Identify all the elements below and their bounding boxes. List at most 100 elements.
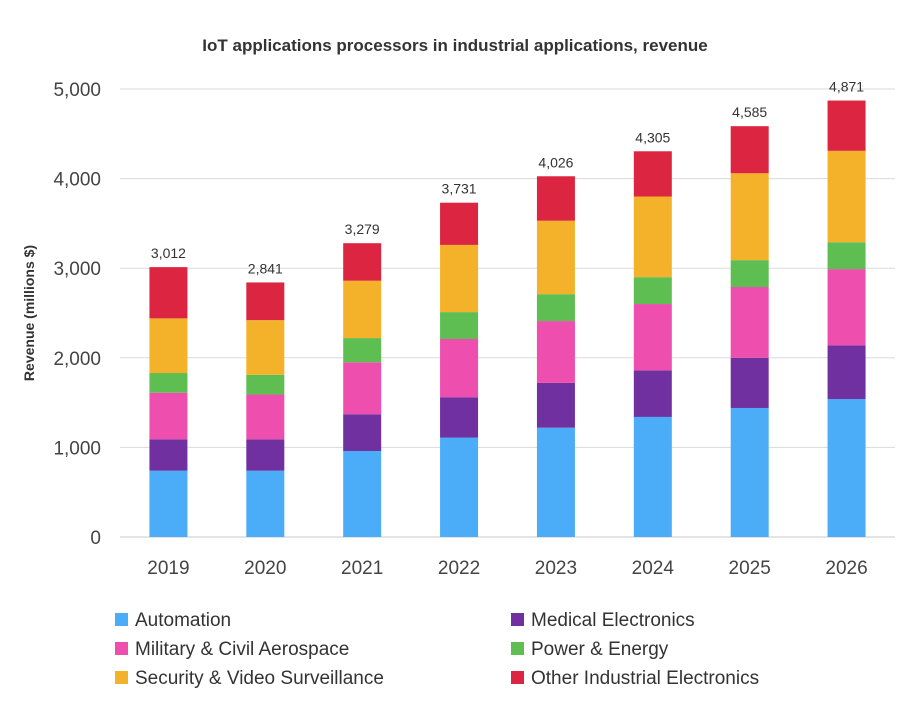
y-tick-label: 1,000 bbox=[53, 438, 101, 459]
bar-stack-2024 bbox=[633, 151, 672, 537]
bar-segment bbox=[633, 196, 672, 278]
legend-label: Other Industrial Electronics bbox=[531, 668, 759, 689]
bar-stack-2026 bbox=[827, 100, 866, 537]
bar-segment bbox=[246, 282, 285, 321]
bar-segment bbox=[440, 202, 479, 245]
y-tick-label: 2,000 bbox=[53, 349, 101, 370]
chart-title: IoT applications processors in industria… bbox=[202, 36, 707, 55]
bar-total-label: 2,841 bbox=[248, 260, 283, 276]
bar-stack-2020 bbox=[246, 282, 285, 537]
bar-segment bbox=[827, 150, 866, 243]
bar-stack-2021 bbox=[343, 243, 382, 537]
bar-stack-2023 bbox=[536, 176, 575, 537]
bar-segment bbox=[536, 176, 575, 221]
bar-total-label: 3,731 bbox=[442, 181, 477, 197]
bar-segment bbox=[246, 394, 285, 440]
bar-stack-2019 bbox=[149, 267, 188, 537]
bar-total-label: 4,305 bbox=[635, 129, 670, 145]
bar-segment bbox=[149, 267, 188, 319]
bar-total-labels: 3,012 2,841 3,279 3,731 4,026 4,305 4,585 4,871 bbox=[151, 79, 864, 277]
bar-segment bbox=[440, 437, 479, 537]
bar-segment bbox=[343, 362, 382, 415]
x-tick-label: 2025 bbox=[729, 558, 771, 579]
bar-segment bbox=[633, 416, 672, 537]
legend-swatch bbox=[511, 613, 524, 626]
bar-segment bbox=[827, 242, 866, 270]
bar-segment bbox=[440, 312, 479, 339]
y-axis-label: Revenue (millions $) bbox=[21, 245, 37, 381]
x-tick-label: 2020 bbox=[244, 558, 286, 579]
bar-segment bbox=[827, 100, 866, 151]
bars bbox=[149, 100, 866, 537]
gridlines bbox=[120, 88, 895, 538]
bar-segment bbox=[246, 470, 285, 537]
bar-segment bbox=[149, 470, 188, 537]
bar-segment bbox=[149, 373, 188, 393]
bar-segment bbox=[536, 220, 575, 295]
legend-label: Automation bbox=[135, 610, 231, 631]
bar-segment bbox=[730, 260, 769, 288]
bar-segment bbox=[343, 414, 382, 451]
x-tick-label: 2019 bbox=[147, 558, 189, 579]
legend-label: Military & Civil Aerospace bbox=[135, 639, 349, 660]
y-tick-label: 4,000 bbox=[53, 170, 101, 191]
bar-segment bbox=[440, 338, 479, 398]
x-tick-label: 2021 bbox=[341, 558, 383, 579]
bar-total-label: 3,279 bbox=[345, 221, 380, 237]
y-axis-ticks: 0 1,000 2,000 3,000 4,000 5,000 bbox=[53, 80, 101, 549]
y-tick-label: 3,000 bbox=[53, 259, 101, 280]
x-tick-label: 2026 bbox=[825, 558, 867, 579]
bar-segment bbox=[633, 304, 672, 371]
bar-segment bbox=[633, 151, 672, 197]
legend-item: Other Industrial Electronics bbox=[511, 668, 759, 689]
bar-segment bbox=[633, 370, 672, 417]
legend: Automation Medical Electronics Military & … bbox=[115, 610, 759, 689]
bar-stack-2022 bbox=[440, 202, 479, 537]
bar-segment bbox=[730, 287, 769, 358]
bar-segment bbox=[633, 277, 672, 305]
bar-segment bbox=[246, 320, 285, 375]
bar-segment bbox=[827, 399, 866, 537]
bar-segment bbox=[730, 407, 769, 537]
bar-segment bbox=[343, 280, 382, 339]
bar-segment bbox=[730, 173, 769, 261]
bar-segment bbox=[536, 427, 575, 537]
y-tick-label: 0 bbox=[90, 528, 101, 549]
x-tick-label: 2022 bbox=[438, 558, 480, 579]
legend-swatch bbox=[511, 642, 524, 655]
legend-swatch bbox=[115, 671, 128, 684]
bar-total-label: 4,871 bbox=[829, 79, 864, 95]
bar-segment bbox=[730, 126, 769, 174]
bar-segment bbox=[149, 318, 188, 374]
legend-item: Security & Video Surveillance bbox=[115, 668, 384, 689]
legend-swatch bbox=[115, 613, 128, 626]
bar-segment bbox=[149, 439, 188, 471]
bar-segment bbox=[246, 374, 285, 395]
bar-total-label: 4,585 bbox=[732, 104, 767, 120]
legend-item: Automation bbox=[115, 610, 231, 631]
legend-label: Power & Energy bbox=[531, 639, 669, 660]
bar-segment bbox=[730, 357, 769, 408]
bar-segment bbox=[536, 382, 575, 428]
x-tick-label: 2024 bbox=[632, 558, 675, 579]
bar-segment bbox=[246, 439, 285, 471]
legend-item: Medical Electronics bbox=[511, 610, 695, 631]
legend-swatch bbox=[115, 642, 128, 655]
legend-swatch bbox=[511, 671, 524, 684]
bar-segment bbox=[440, 397, 479, 438]
bar-segment bbox=[343, 338, 382, 363]
bar-segment bbox=[343, 243, 382, 281]
legend-item: Power & Energy bbox=[511, 639, 669, 660]
bar-stack-2025 bbox=[730, 126, 769, 537]
x-tick-label: 2023 bbox=[535, 558, 577, 579]
bar-segment bbox=[536, 321, 575, 383]
bar-segment bbox=[827, 269, 866, 346]
legend-item: Military & Civil Aerospace bbox=[115, 639, 349, 660]
y-tick-label: 5,000 bbox=[53, 80, 101, 101]
x-axis-ticks: 2019 2020 2021 2022 2023 2024 2025 2026 bbox=[147, 558, 867, 579]
bar-total-label: 4,026 bbox=[538, 154, 573, 170]
legend-label: Security & Video Surveillance bbox=[135, 668, 384, 689]
bar-segment bbox=[827, 345, 866, 400]
legend-label: Medical Electronics bbox=[531, 610, 695, 631]
